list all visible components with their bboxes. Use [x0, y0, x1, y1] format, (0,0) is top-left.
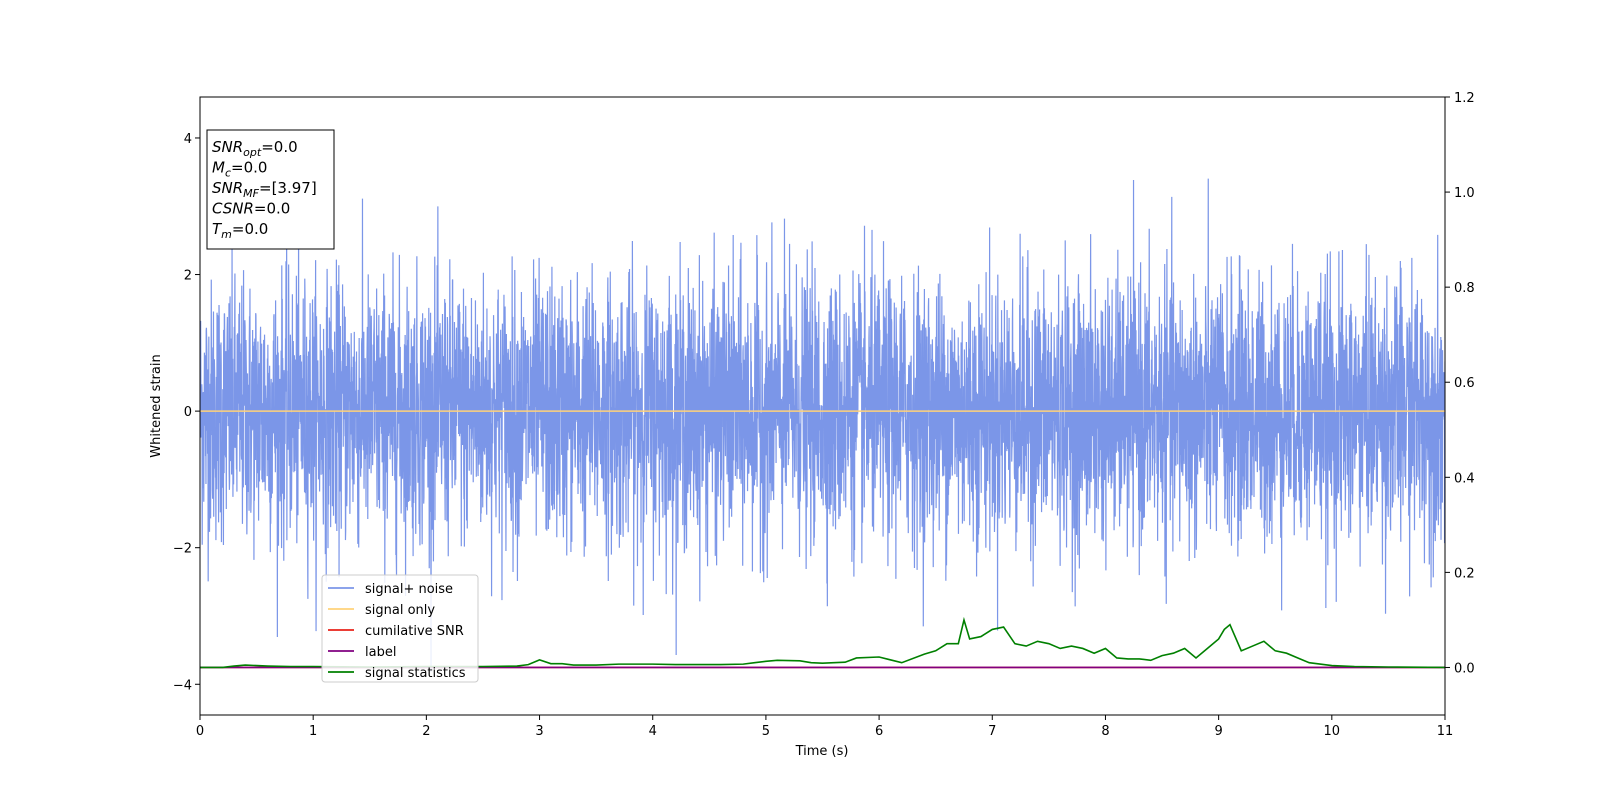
x-tick-label: 4	[649, 724, 657, 739]
info-symbol: CSNR	[212, 200, 254, 218]
y-tick-label: −2	[173, 542, 192, 557]
info-line: SNRopt=0.0	[212, 138, 298, 159]
info-symbol: SNR	[212, 179, 243, 197]
y2-tick-label: 0.4	[1454, 471, 1475, 486]
y-tick-label: 0	[184, 405, 192, 420]
legend-frame	[321, 574, 479, 683]
info-symbol: SNR	[212, 138, 243, 156]
legend: signal+ noise signal only cumilative SNR la…	[321, 574, 479, 683]
info-value: =0.0	[261, 138, 297, 156]
x-axis-label: Time (s)	[795, 744, 849, 759]
info-subscript: MF	[243, 187, 259, 200]
y-axis-label: Whitened strain	[149, 354, 164, 457]
info-line: Tm=0.0	[212, 220, 268, 241]
plot-frame	[199, 96, 1446, 716]
legend-entry: signal only	[365, 603, 435, 618]
info-subscript: m	[221, 228, 232, 241]
info-value: =0.0	[232, 220, 268, 238]
y-tick-label: 2	[184, 269, 192, 284]
legend-entry: signal+ noise	[365, 582, 453, 597]
x-tick-label: 10	[1324, 724, 1341, 739]
legend-entry: label	[365, 645, 396, 660]
x-tick-label: 2	[422, 724, 430, 739]
x-tick-label: 6	[875, 724, 883, 739]
legend-entry: signal statistics	[365, 666, 466, 681]
info-value: =0.0	[254, 200, 290, 218]
x-tick-label: 0	[196, 724, 204, 739]
info-symbol: T	[212, 220, 223, 238]
info-value: =0.0	[231, 159, 267, 177]
y-axis-right: 0.0 0.2 0.4 0.6 0.8 1.0 1.2	[1445, 91, 1475, 676]
x-tick-label: 1	[309, 724, 317, 739]
y2-tick-label: 0.8	[1454, 281, 1475, 296]
x-tick-label: 11	[1437, 724, 1454, 739]
info-line: CSNR=0.0	[212, 200, 290, 218]
x-tick-label: 5	[762, 724, 770, 739]
y-tick-label: −4	[173, 678, 192, 693]
info-subscript: opt	[243, 146, 262, 159]
info-subscript: c	[225, 167, 231, 180]
x-tick-label: 9	[1214, 724, 1222, 739]
series-signal-noise	[200, 178, 1445, 673]
y-axis-left: −4 −2 0 2 4	[173, 132, 200, 693]
x-tick-label: 7	[988, 724, 996, 739]
y2-tick-label: 0.0	[1454, 661, 1475, 676]
y2-tick-label: 1.2	[1454, 91, 1475, 106]
info-line: Mc=0.0	[212, 159, 267, 180]
x-tick-label: 8	[1101, 724, 1109, 739]
x-tick-label: 3	[535, 724, 543, 739]
series-signal-statistics	[200, 616, 1445, 669]
y2-tick-label: 0.6	[1454, 376, 1475, 391]
legend-entry: cumilative SNR	[365, 624, 464, 639]
info-lines: SNRopt=0.0Mc=0.0SNRMF=[3.97]CSNR=0.0Tm=0…	[212, 138, 317, 241]
x-axis: 0 1 2 3 4 5 6 7 8 9 10 11	[196, 715, 1453, 739]
info-line: SNRMF=[3.97]	[212, 179, 317, 200]
info-box: SNRopt=0.0Mc=0.0SNRMF=[3.97]CSNR=0.0Tm=0…	[206, 129, 335, 250]
y-tick-label: 4	[184, 132, 192, 147]
info-value: =[3.97]	[259, 179, 317, 197]
y2-tick-label: 1.0	[1454, 186, 1475, 201]
y2-tick-label: 0.2	[1454, 566, 1475, 581]
info-symbol: M	[212, 159, 225, 177]
info-box-frame	[206, 129, 335, 250]
